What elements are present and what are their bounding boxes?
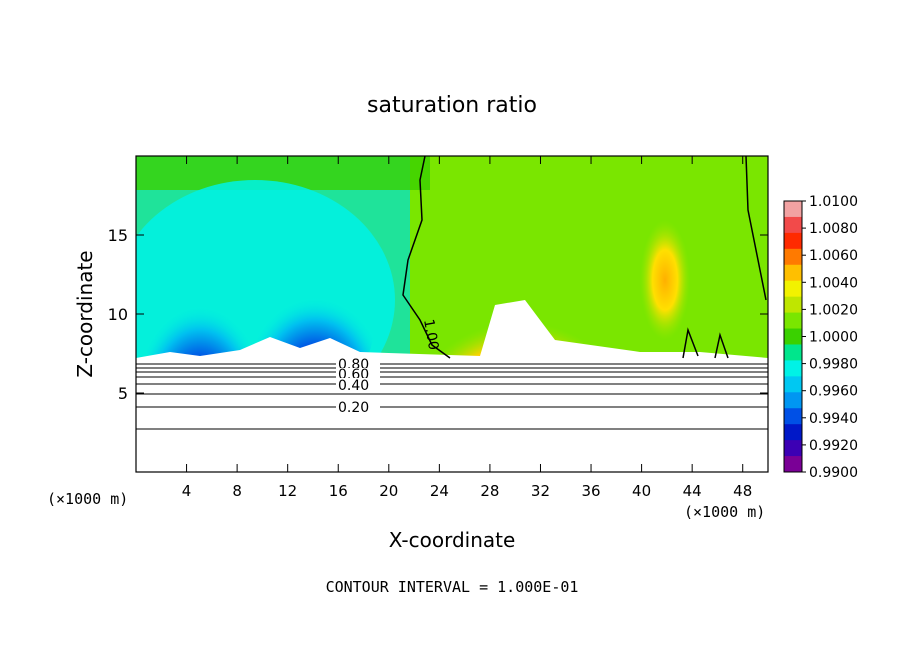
- plot-area: [136, 156, 768, 472]
- x-tick-label: 4: [182, 482, 192, 500]
- x-tick-label: 32: [531, 482, 550, 500]
- colorbar-swatch: [784, 392, 802, 409]
- contour-label-1.00: 1.00: [420, 318, 441, 351]
- colorbar-label: 1.0020: [809, 302, 858, 318]
- x-tick-label: 36: [581, 482, 600, 500]
- y-axis-label: Z-coordinate: [73, 250, 97, 377]
- colorbar-swatch: [784, 440, 802, 457]
- contour-label-bg-0.40: [336, 378, 380, 390]
- colorbar-swatch: [784, 201, 802, 218]
- colorbar-swatch: [784, 264, 802, 282]
- contour-label-bg-0.60: [336, 368, 380, 379]
- colorbar-label: 0.9900: [809, 465, 858, 481]
- colorbar-label: 0.9940: [809, 411, 858, 427]
- colorbar-swatch: [784, 344, 802, 361]
- contour-label-0.40: 0.40: [338, 378, 369, 394]
- colorbar-swatch: [784, 280, 802, 298]
- contour-1.00-bottom-b: [714, 332, 729, 359]
- yellow-region: [640, 220, 690, 340]
- contour-label-bg-0.20: [336, 399, 380, 412]
- colorbar-swatch: [784, 312, 802, 330]
- y-axis-ticks: 5 10 15: [108, 226, 768, 403]
- x-unit-right: (×1000 m): [684, 503, 765, 521]
- contour-label-bg-0.80: [336, 359, 380, 370]
- x-unit-left: (×1000 m): [47, 490, 128, 508]
- colorbar-swatch: [784, 408, 802, 425]
- chart-title: saturation ratio: [367, 93, 537, 118]
- colorbar-label: 0.9920: [809, 438, 858, 454]
- y-tick-label: 5: [118, 384, 128, 403]
- x-tick-label: 44: [683, 482, 702, 500]
- y-tick-label: 10: [108, 305, 128, 324]
- colorbar-label: 0.9960: [809, 384, 858, 400]
- colorbar-label: 1.0060: [809, 248, 858, 264]
- colorbar-label: 0.9980: [809, 357, 858, 373]
- x-tick-label: 40: [632, 482, 651, 500]
- colorbar-swatch: [784, 328, 802, 345]
- x-axis-label: X-coordinate: [389, 528, 516, 552]
- colorbar-swatch: [784, 376, 802, 393]
- y-tick-label: 15: [108, 226, 128, 245]
- x-tick-label: 8: [232, 482, 242, 500]
- contour-1.00: [402, 156, 451, 359]
- x-tick-label: 12: [278, 482, 297, 500]
- colorbar: 1.0100 1.0080 1.0060 1.0040 1.0020 1.0000 0.99…: [783, 194, 858, 481]
- colorbar-swatch: [784, 360, 802, 377]
- colorbar-label: 1.0000: [809, 330, 858, 346]
- x-tick-label: 20: [379, 482, 398, 500]
- colorbar-label: 1.0100: [809, 194, 858, 210]
- x-axis-ticks: 4 8 12 16 20 24 28 32 36 40 44 48: [182, 156, 752, 500]
- x-tick-label: 28: [480, 482, 499, 500]
- contour-1.00-right: [745, 156, 767, 301]
- colorbar-swatch: [784, 296, 802, 314]
- colorbar-swatch: [784, 456, 802, 473]
- contour-interval-footer: CONTOUR INTERVAL = 1.000E-01: [326, 578, 579, 596]
- colorbar-swatch: [784, 248, 802, 266]
- colorbar-label: 1.0040: [809, 275, 858, 291]
- colorbar-label: 1.0080: [809, 221, 858, 237]
- colorbar-swatch: [784, 232, 802, 250]
- colorbar-swatch: [784, 216, 802, 234]
- x-tick-label: 24: [430, 482, 449, 500]
- contour-1.00-bottom-a: [682, 327, 699, 359]
- field-upper-green: [136, 156, 430, 190]
- colorbar-swatch: [784, 424, 802, 441]
- x-tick-label: 16: [329, 482, 348, 500]
- contour-label-0.20: 0.20: [338, 400, 369, 416]
- x-tick-label: 48: [733, 482, 752, 500]
